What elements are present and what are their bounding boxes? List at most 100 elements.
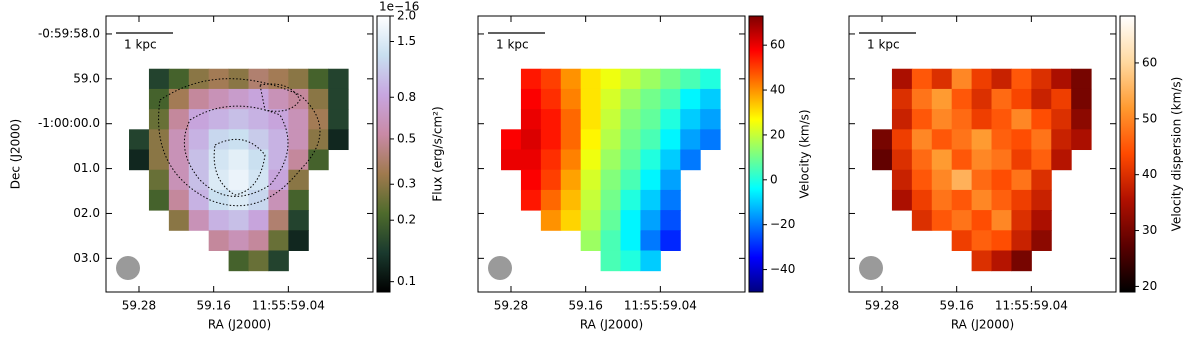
pixel <box>129 149 150 171</box>
pixel <box>600 88 622 110</box>
x-tick-label: 11:55:59.04 <box>995 299 1068 313</box>
pixel <box>991 230 1012 251</box>
pixel <box>640 230 661 251</box>
pixel <box>580 169 602 191</box>
pixel <box>660 109 681 130</box>
pixel <box>1071 88 1092 110</box>
pixel <box>188 149 210 171</box>
pixel <box>1071 109 1092 130</box>
pixel <box>129 129 150 151</box>
pixel <box>620 189 641 211</box>
pixel <box>911 88 933 110</box>
colorbar-tick-label: 20 <box>1142 279 1157 293</box>
pixel <box>660 149 681 171</box>
pixel <box>1011 210 1032 231</box>
colorbar <box>1119 15 1136 293</box>
colorbar-tick-label: 0.1 <box>397 274 416 288</box>
pixel <box>148 68 170 90</box>
pixel <box>931 129 953 151</box>
scale-bar-label: 1 kpc <box>124 38 157 52</box>
pixel <box>288 230 309 251</box>
pixel <box>520 149 542 171</box>
pixel <box>228 109 250 130</box>
contours <box>158 78 321 207</box>
colorbar-tick-label: 0 <box>770 172 778 186</box>
pixel <box>911 189 933 211</box>
pixel <box>971 109 993 130</box>
colorbar-tick-label: 60 <box>1142 55 1157 69</box>
pixel <box>188 109 210 130</box>
pixel <box>660 88 681 110</box>
pixel <box>248 109 269 130</box>
pixel <box>911 149 933 171</box>
pixel <box>168 149 190 171</box>
pixel <box>288 109 309 130</box>
pixel <box>308 149 329 171</box>
pixel <box>700 68 721 90</box>
pixel <box>600 189 622 211</box>
pixel <box>540 210 562 231</box>
pixel <box>991 88 1012 110</box>
pixel <box>208 129 230 151</box>
x-axis-label: RA (J2000) <box>208 318 271 332</box>
pixel <box>1051 129 1072 151</box>
pixel <box>168 129 190 151</box>
pixel <box>268 68 289 90</box>
beam <box>116 256 140 280</box>
y-tick-label: -0:59:58.0 <box>38 26 100 40</box>
contour <box>213 138 266 196</box>
pixel <box>1011 129 1032 151</box>
colorbar-offset: 1e−16 <box>379 0 419 14</box>
pixel <box>268 189 289 211</box>
pixel <box>248 210 269 231</box>
pixel <box>1031 169 1052 191</box>
pixel <box>872 129 893 151</box>
pixel <box>891 109 913 130</box>
y-tick-label: 03.0 <box>73 251 100 265</box>
x-tick-label: 59.28 <box>494 299 528 313</box>
pixel <box>951 210 973 231</box>
y-tick-label: 02.0 <box>73 206 100 220</box>
pixel <box>288 88 309 110</box>
pixel <box>580 230 602 251</box>
pixel <box>640 189 661 211</box>
pixel <box>208 189 230 211</box>
pixel <box>620 88 641 110</box>
pixel <box>891 88 913 110</box>
pixel <box>660 210 681 231</box>
pixel <box>1011 230 1032 251</box>
pixel <box>188 68 210 90</box>
axes-frame <box>848 15 1117 293</box>
colorbar-tick-label: 0.3 <box>397 177 416 191</box>
pixel <box>1031 189 1052 211</box>
colorbar <box>748 15 764 293</box>
pixel <box>148 169 170 191</box>
pixel <box>148 149 170 171</box>
pixel <box>288 189 309 211</box>
axes-frame <box>477 15 746 293</box>
pixel <box>931 189 953 211</box>
pixel <box>640 210 661 231</box>
pixel <box>520 68 542 90</box>
pixel <box>1051 149 1072 171</box>
pixel <box>520 88 542 110</box>
pixel <box>951 109 973 130</box>
pixel <box>1051 68 1072 90</box>
pixel <box>991 250 1012 272</box>
pixel <box>268 230 289 251</box>
colorbar-tick-label: −20 <box>770 217 795 231</box>
x-tick-label: 11:55:59.04 <box>252 299 325 313</box>
pixel <box>931 68 953 90</box>
pixel <box>911 210 933 231</box>
colorbar <box>376 15 391 293</box>
pixel <box>872 149 893 171</box>
pixel <box>520 189 542 211</box>
pixel <box>911 129 933 151</box>
pixel <box>580 68 602 90</box>
pixel <box>168 68 190 90</box>
pixel <box>931 88 953 110</box>
pixel <box>288 129 309 151</box>
pixel <box>620 230 641 251</box>
pixel <box>700 109 721 130</box>
